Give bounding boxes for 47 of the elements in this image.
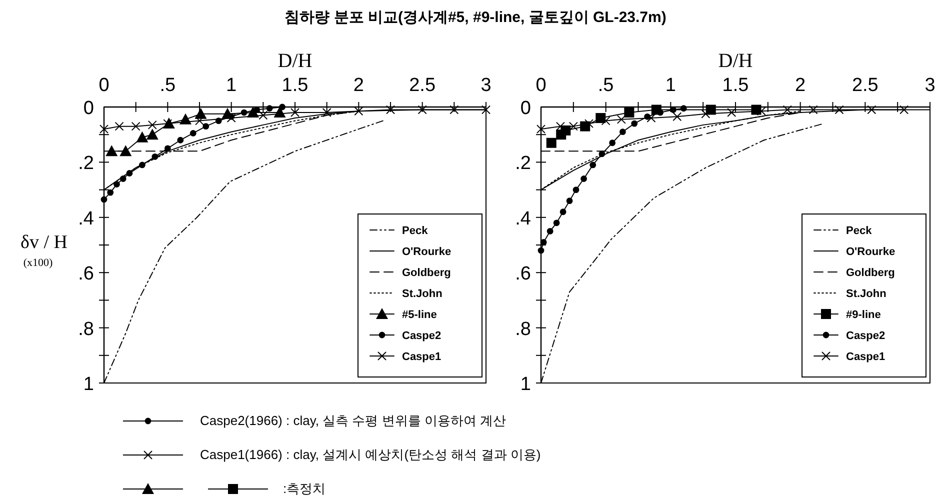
y-tick-label: .8 — [515, 318, 531, 340]
legend-label: Caspe2 — [846, 330, 886, 342]
y-tick-label: .4 — [78, 208, 94, 230]
y-axis-title: δv / H (x100) — [20, 232, 68, 269]
y-tick-label: 0 — [83, 98, 94, 119]
legend-label: #9-line — [846, 309, 881, 321]
legend-label: Peck — [846, 225, 873, 237]
x-tick-label: 1.5 — [282, 75, 308, 96]
chart-title: 침하량 분포 비교(경사계#5, #9-line, 굴토깊이 GL-23.7m) — [284, 9, 666, 26]
y-tick-label: .2 — [515, 153, 531, 174]
text: Caspe1(1966) : clay, 설계시 예상치(탄소성 해석 결과 이용) — [200, 447, 541, 462]
x-axis-title: D/H — [718, 50, 753, 72]
legend-label: Goldberg — [846, 267, 895, 279]
x-tick-label: 2 — [353, 75, 364, 96]
y-tick-label: 0 — [520, 98, 531, 119]
x-tick-label: .5 — [598, 75, 614, 96]
x-tick-label: .5 — [160, 75, 176, 96]
x-tick-label: 0 — [536, 75, 546, 96]
legend-label: St.John — [846, 288, 887, 300]
x-tick-label: 2.5 — [852, 75, 878, 96]
y-tick-label: .8 — [78, 318, 94, 340]
x-tick-label: 1.5 — [722, 75, 749, 96]
x-tick-label: 3 — [924, 75, 936, 96]
legend-label: Caspe1 — [846, 351, 886, 363]
y-tick-label: .6 — [515, 264, 531, 285]
x-tick-label: 2 — [795, 75, 806, 96]
x-tick-label: 1 — [665, 75, 676, 96]
y-tick-label: 1 — [83, 374, 94, 395]
legend-label: #5-line — [402, 309, 437, 321]
y-tick-label: 1 — [520, 374, 531, 395]
x-tick-label: 1 — [226, 75, 237, 96]
legend-label: Goldberg — [402, 267, 451, 279]
x-tick-label: 3 — [480, 75, 492, 96]
text: :측정치 — [283, 481, 326, 496]
x-tick-label: 0 — [98, 75, 110, 96]
text: Caspe2(1966) : clay, 실측 수평 변위를 이용하여 계산 — [200, 413, 506, 428]
y-tick-label: .6 — [78, 264, 94, 285]
legend-label: O'Rourke — [846, 246, 896, 258]
y-tick-label: .2 — [78, 153, 94, 174]
x-axis-title: D/H — [278, 50, 312, 72]
legend-label: O'Rourke — [402, 246, 452, 258]
legend-label: Peck — [402, 225, 429, 237]
y-tick-label: .4 — [515, 208, 532, 230]
legend-label: Caspe2 — [402, 330, 442, 342]
x-tick-label: 2.5 — [409, 75, 436, 96]
legend-label: St.John — [402, 288, 443, 300]
legend-label: Caspe1 — [402, 351, 442, 363]
